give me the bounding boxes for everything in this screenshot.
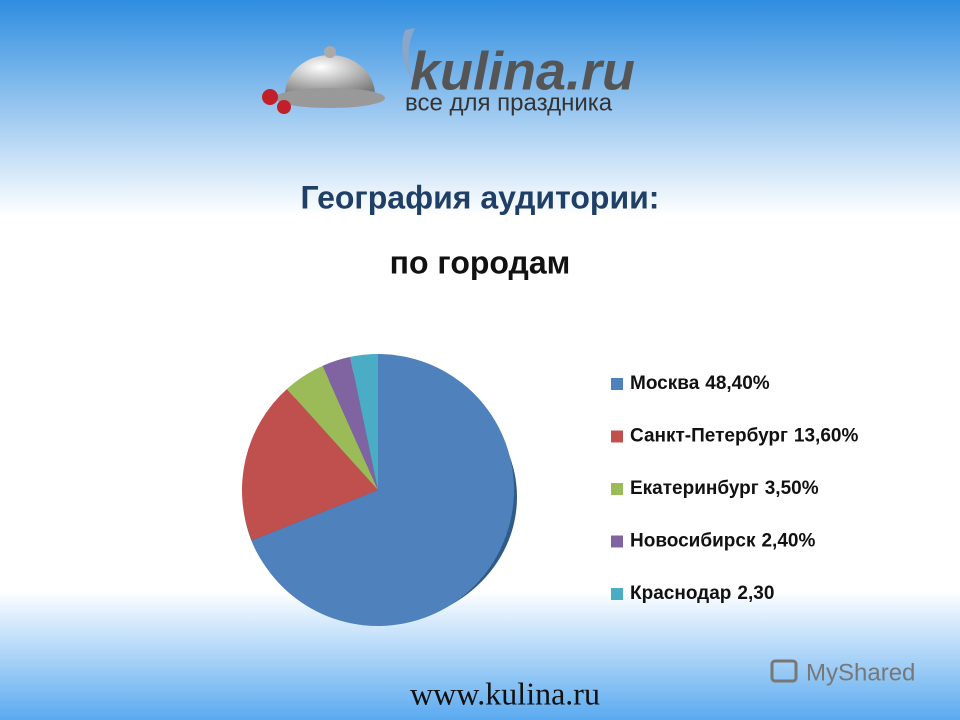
legend-entry: Екатеринбург 3,50% (630, 478, 819, 499)
legend-entry: Краснодар 2,30 (630, 583, 774, 604)
chart-title: География аудитории: (301, 179, 660, 215)
legend-swatch (611, 378, 623, 390)
chart-subtitle: по городам (390, 244, 571, 280)
legend-value: 48,40% (705, 373, 770, 394)
pie-slice (251, 354, 514, 627)
legend-entry: Санкт-Петербург 13,60% (630, 426, 858, 447)
legend-value: 13,60% (794, 426, 859, 447)
legend-entry: Новосибирск 2,40% (630, 531, 815, 552)
legend-label: Екатеринбург (630, 478, 759, 499)
pie-slice (322, 356, 378, 490)
pie-slice (286, 365, 378, 490)
legend-label: Новосибирск (630, 531, 756, 552)
legend-value: 3,50% (765, 478, 819, 499)
pie-slice (241, 389, 378, 541)
legend-swatch (611, 483, 623, 495)
footer: www.kulina.ru (410, 675, 600, 711)
legend-label: Санкт-Петербург (630, 426, 788, 447)
legend-value: 2,30 (737, 583, 774, 604)
watermark: MyShared (806, 659, 915, 686)
logo-name: kulina.ru (410, 41, 635, 101)
legend-value: 2,40% (761, 531, 815, 552)
legend-swatch (611, 430, 623, 443)
legend-label: Краснодар (630, 583, 731, 604)
legend: Москва 48,40% Санкт-Петербург 13,60% Екатери… (611, 373, 858, 604)
legend-swatch (611, 588, 623, 600)
pie-slice (350, 354, 378, 490)
pie (241, 354, 514, 627)
legend-swatch (611, 535, 623, 548)
legend-label: Москва (630, 373, 700, 394)
logo-icon (262, 28, 420, 114)
logo-tagline: все для праздника (405, 89, 613, 116)
watermark-icon (770, 659, 798, 683)
legend-entry: Москва 48,40% (630, 373, 770, 394)
